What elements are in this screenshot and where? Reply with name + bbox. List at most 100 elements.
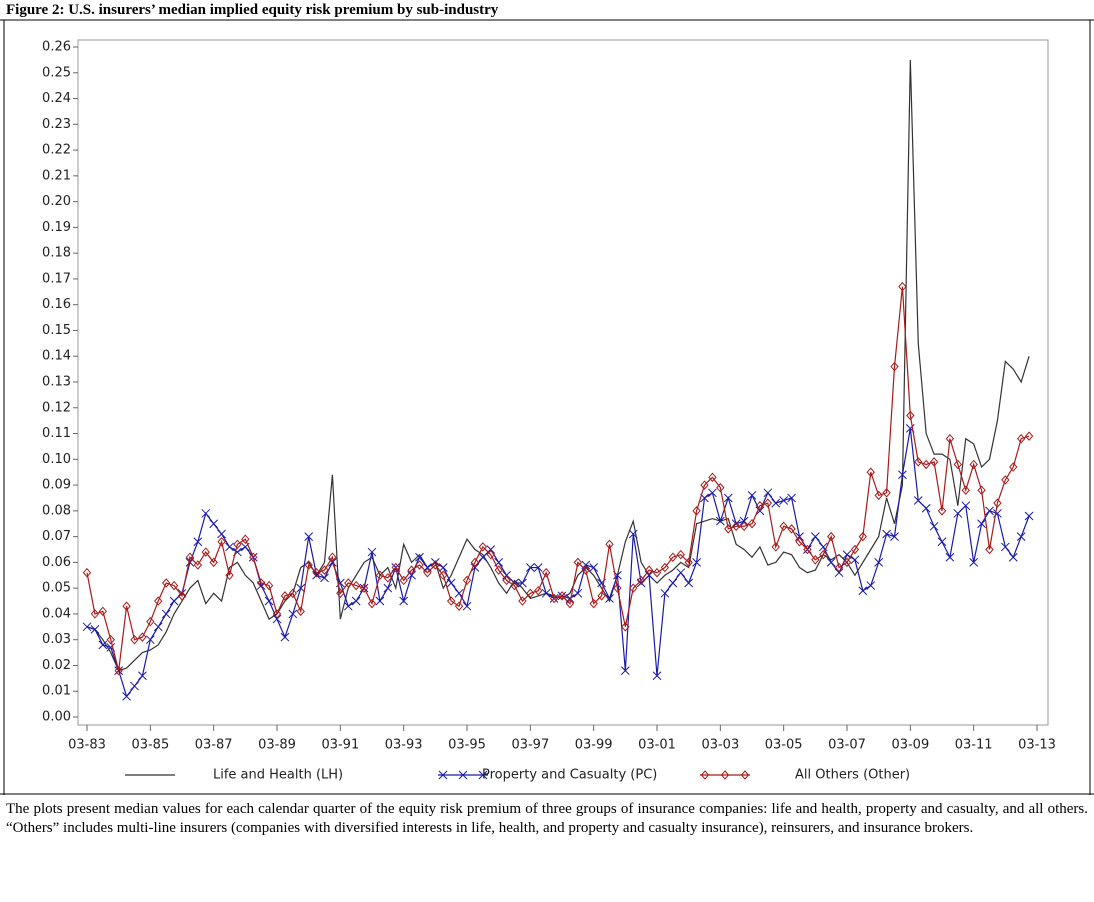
marker <box>470 563 480 572</box>
marker <box>375 570 385 581</box>
x-tick-label: 03-93 <box>385 738 423 753</box>
marker <box>977 519 986 529</box>
marker <box>890 361 899 372</box>
marker <box>866 467 875 477</box>
marker <box>1017 433 1026 444</box>
y-tick-label: 0.03 <box>42 632 71 647</box>
marker <box>470 557 480 568</box>
marker <box>383 573 392 583</box>
marker <box>375 596 385 606</box>
marker <box>621 622 630 632</box>
marker <box>233 539 242 550</box>
marker <box>423 567 432 578</box>
marker <box>724 524 733 534</box>
marker <box>969 459 978 470</box>
marker <box>1024 431 1034 441</box>
marker <box>264 580 274 591</box>
marker <box>692 558 701 567</box>
x-tick-label: 03-95 <box>448 738 486 753</box>
marker <box>478 542 487 552</box>
marker <box>249 552 258 562</box>
marker <box>581 565 590 575</box>
marker <box>264 596 274 606</box>
marker <box>977 485 986 495</box>
marker <box>700 480 709 490</box>
marker <box>209 557 218 568</box>
marker <box>945 552 955 562</box>
y-tick-label: 0.14 <box>42 349 71 364</box>
x-tick-label: 03-91 <box>321 738 359 753</box>
marker <box>280 632 290 642</box>
marker <box>304 532 314 541</box>
x-tick-label: 03-89 <box>258 738 296 753</box>
marker <box>122 692 131 701</box>
marker <box>217 529 226 539</box>
marker <box>573 588 583 598</box>
marker <box>739 521 749 532</box>
marker <box>834 562 844 573</box>
y-tick-label: 0.22 <box>42 143 71 158</box>
y-tick-label: 0.25 <box>42 65 71 80</box>
marker <box>288 609 298 619</box>
marker <box>557 591 567 601</box>
marker <box>193 560 202 570</box>
y-tick-label: 0.04 <box>42 606 71 621</box>
marker <box>312 567 321 578</box>
x-tick-label: 03-07 <box>828 738 866 753</box>
y-tick-label: 0.01 <box>42 684 71 699</box>
marker <box>644 565 654 575</box>
marker <box>169 596 179 606</box>
legend-label: Property and Casualty (PC) <box>482 768 657 783</box>
marker <box>502 575 511 586</box>
marker <box>700 770 710 780</box>
marker <box>779 521 788 532</box>
marker <box>953 509 963 518</box>
marker <box>169 580 179 591</box>
marker <box>90 625 100 634</box>
x-tick-label: 03-13 <box>1018 738 1056 753</box>
plot-frame <box>77 39 1049 726</box>
marker <box>446 578 456 588</box>
marker <box>715 516 725 526</box>
marker <box>771 498 781 508</box>
marker <box>288 588 297 599</box>
marker <box>526 588 535 599</box>
marker <box>795 537 804 547</box>
marker <box>272 614 282 624</box>
marker <box>747 518 757 529</box>
marker <box>161 609 171 619</box>
marker <box>914 457 923 467</box>
marker <box>763 488 773 498</box>
marker <box>130 634 139 645</box>
marker <box>510 580 519 591</box>
marker <box>454 601 464 611</box>
marker <box>502 570 511 580</box>
y-tick-label: 0.07 <box>42 529 71 544</box>
marker <box>415 560 424 570</box>
marker <box>320 573 329 583</box>
marker <box>732 521 741 532</box>
marker <box>407 570 416 580</box>
marker <box>193 537 203 547</box>
marker <box>628 529 638 539</box>
marker <box>929 457 939 467</box>
marker <box>98 606 107 617</box>
marker <box>720 770 730 780</box>
marker <box>573 557 582 568</box>
caption: The plots present median values for each… <box>6 801 1088 836</box>
marker <box>185 552 195 562</box>
marker <box>447 596 456 606</box>
marker <box>225 570 234 581</box>
marker <box>684 578 694 588</box>
marker <box>1016 532 1026 541</box>
marker <box>391 562 400 573</box>
marker <box>810 532 820 541</box>
marker <box>874 558 884 567</box>
marker <box>605 594 614 603</box>
marker <box>985 506 994 516</box>
marker <box>518 596 527 606</box>
marker <box>771 542 780 552</box>
marker <box>399 575 408 586</box>
marker <box>850 544 860 555</box>
legend-label: Life and Health (LH) <box>213 768 343 783</box>
